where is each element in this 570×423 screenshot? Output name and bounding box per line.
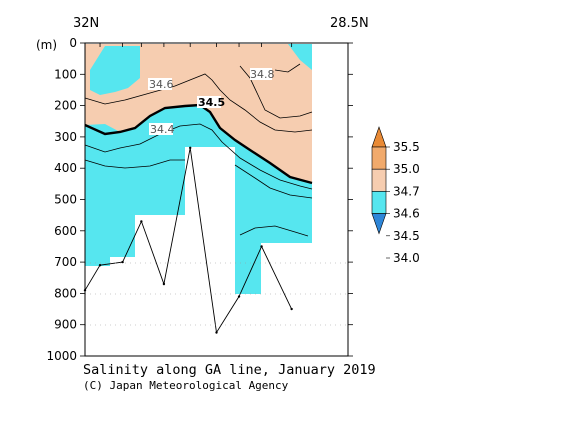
bottom-point-4 <box>162 282 166 286</box>
y-tick-label-700: 700 <box>54 255 77 269</box>
bottom-point-1 <box>98 264 102 267</box>
y-tick-label-400: 400 <box>54 161 77 175</box>
colorbar: 35.5 35.0 34.7 34.6 34.5 34.0 <box>371 126 420 265</box>
colorbar-label-3: 34.6 <box>393 207 420 221</box>
colorbar-swatch-3 <box>371 191 387 214</box>
colorbar-bottom-extend <box>371 213 387 235</box>
y-tick-label-800: 800 <box>54 286 77 300</box>
bottom-point-9 <box>290 307 293 311</box>
y-tick-label-0: 0 <box>69 36 77 50</box>
contour-deep-3 <box>239 225 309 237</box>
colorbar-label-2: 34.7 <box>393 184 420 198</box>
y-tick-label-200: 200 <box>54 99 77 113</box>
colorbar-label-4: 34.5 <box>393 229 420 243</box>
contour-34.4 <box>84 123 313 190</box>
colorbar-label-1: 35.0 <box>393 162 420 176</box>
y-tick-label-900: 900 <box>54 318 77 332</box>
contour-top-right-2 <box>274 63 301 73</box>
y-tick-label-300: 300 <box>54 130 77 144</box>
bottom-profile-line <box>84 147 293 334</box>
contour-label-34.4: 34.4 <box>150 123 175 136</box>
credit-text: (C) Japan Meteorological Agency <box>83 379 289 392</box>
chart-title: Salinity along GA line, January 2019 <box>83 362 376 378</box>
colorbar-swatch-2 <box>371 168 387 192</box>
colorbar-top-extend <box>371 126 387 148</box>
bottom-point-2 <box>121 260 124 264</box>
contour-deep-1 <box>84 159 185 169</box>
bottom-point-7 <box>237 295 241 298</box>
contour-deep-2 <box>234 164 313 199</box>
grid-dots <box>85 262 348 326</box>
bottom-point-3 <box>140 220 143 223</box>
y-tick-label-500: 500 <box>54 193 77 207</box>
colorbar-label-5: 34.0 <box>393 251 420 265</box>
top-station-ticks <box>84 43 293 47</box>
contour-label-34.5: 34.5 <box>198 96 225 109</box>
colorbar-label-0: 35.5 <box>393 140 420 154</box>
contour-34.6-upper <box>84 73 313 133</box>
bottom-point-8 <box>260 245 263 248</box>
bottom-point-5 <box>189 146 192 150</box>
pocket-left <box>90 46 140 95</box>
bottom-profile-points <box>83 146 293 334</box>
y-axis-unit: (m) <box>36 38 57 52</box>
colorbar-swatch-1 <box>371 146 387 170</box>
y-tick-label-100: 100 <box>54 67 77 81</box>
contour-label-34.6: 34.6 <box>149 78 174 91</box>
x-label-right: 28.5N <box>330 16 369 31</box>
y-tick-label-1000: 1000 <box>46 349 77 363</box>
contour-label-34.8: 34.8 <box>250 68 275 81</box>
y-axis: 0 100 200 300 400 500 600 700 800 900 1000 <box>46 36 353 363</box>
bottom-point-6 <box>215 331 218 334</box>
pocket-right <box>288 44 312 70</box>
contour-label-group: 34.8 34.6 34.5 34.4 <box>148 68 275 136</box>
x-label-left: 32N <box>73 16 99 31</box>
y-tick-label-600: 600 <box>54 224 77 238</box>
